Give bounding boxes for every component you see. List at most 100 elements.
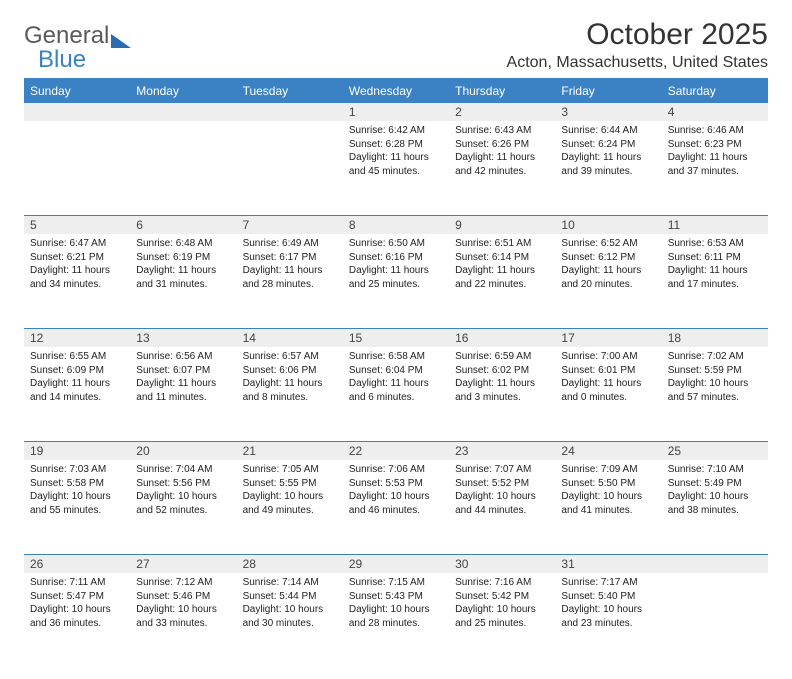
day-details: Sunrise: 6:58 AMSunset: 6:04 PMDaylight:…: [343, 347, 449, 408]
day-cell: Sunrise: 6:47 AMSunset: 6:21 PMDaylight:…: [24, 234, 130, 322]
day-cell: Sunrise: 7:16 AMSunset: 5:42 PMDaylight:…: [449, 573, 555, 661]
day-details: Sunrise: 7:06 AMSunset: 5:53 PMDaylight:…: [343, 460, 449, 521]
day-cell: Sunrise: 7:09 AMSunset: 5:50 PMDaylight:…: [555, 460, 661, 548]
brand-logo: General Blue: [24, 24, 131, 72]
title-block: October 2025 Acton, Massachusetts, Unite…: [507, 18, 768, 72]
day-cell: Sunrise: 7:03 AMSunset: 5:58 PMDaylight:…: [24, 460, 130, 548]
day-cell: Sunrise: 7:11 AMSunset: 5:47 PMDaylight:…: [24, 573, 130, 661]
day-number: [237, 102, 343, 121]
week-row: Sunrise: 6:55 AMSunset: 6:09 PMDaylight:…: [24, 347, 768, 435]
day-number: 20: [130, 441, 236, 460]
col-saturday: Saturday: [662, 79, 768, 102]
day-number: 1: [343, 102, 449, 121]
day-cell: Sunrise: 6:57 AMSunset: 6:06 PMDaylight:…: [237, 347, 343, 435]
day-details: Sunrise: 7:02 AMSunset: 5:59 PMDaylight:…: [662, 347, 768, 408]
day-number: 4: [662, 102, 768, 121]
weekday-header-row: Sunday Monday Tuesday Wednesday Thursday…: [24, 79, 768, 102]
day-number: 3: [555, 102, 661, 121]
calendar-body: 1234Sunrise: 6:42 AMSunset: 6:28 PMDayli…: [24, 102, 768, 667]
day-details: Sunrise: 6:49 AMSunset: 6:17 PMDaylight:…: [237, 234, 343, 295]
day-number: 17: [555, 328, 661, 347]
day-details: Sunrise: 7:00 AMSunset: 6:01 PMDaylight:…: [555, 347, 661, 408]
day-cell: Sunrise: 7:12 AMSunset: 5:46 PMDaylight:…: [130, 573, 236, 661]
day-number: 23: [449, 441, 555, 460]
week-row: Sunrise: 6:47 AMSunset: 6:21 PMDaylight:…: [24, 234, 768, 322]
day-number: 29: [343, 554, 449, 573]
month-title: October 2025: [507, 18, 768, 52]
day-number: 12: [24, 328, 130, 347]
day-number: 16: [449, 328, 555, 347]
day-details: Sunrise: 6:50 AMSunset: 6:16 PMDaylight:…: [343, 234, 449, 295]
day-details: Sunrise: 6:52 AMSunset: 6:12 PMDaylight:…: [555, 234, 661, 295]
col-friday: Friday: [555, 79, 661, 102]
day-cell: Sunrise: 6:42 AMSunset: 6:28 PMDaylight:…: [343, 121, 449, 209]
day-number: 31: [555, 554, 661, 573]
day-cell: Sunrise: 6:44 AMSunset: 6:24 PMDaylight:…: [555, 121, 661, 209]
location-text: Acton, Massachusetts, United States: [507, 54, 768, 72]
brand-triangle-icon: [111, 34, 131, 48]
day-details: Sunrise: 7:11 AMSunset: 5:47 PMDaylight:…: [24, 573, 130, 634]
day-number: 18: [662, 328, 768, 347]
calendar-page: General Blue October 2025 Acton, Massach…: [0, 0, 792, 679]
header: General Blue October 2025 Acton, Massach…: [24, 18, 768, 72]
day-cell: Sunrise: 6:58 AMSunset: 6:04 PMDaylight:…: [343, 347, 449, 435]
day-details: Sunrise: 6:53 AMSunset: 6:11 PMDaylight:…: [662, 234, 768, 295]
col-thursday: Thursday: [449, 79, 555, 102]
day-details: Sunrise: 6:46 AMSunset: 6:23 PMDaylight:…: [662, 121, 768, 182]
day-number: 24: [555, 441, 661, 460]
col-monday: Monday: [130, 79, 236, 102]
day-number-row: 19202122232425: [24, 441, 768, 460]
day-number: 30: [449, 554, 555, 573]
day-cell: Sunrise: 7:02 AMSunset: 5:59 PMDaylight:…: [662, 347, 768, 435]
day-cell: Sunrise: 7:14 AMSunset: 5:44 PMDaylight:…: [237, 573, 343, 661]
day-details: Sunrise: 7:15 AMSunset: 5:43 PMDaylight:…: [343, 573, 449, 634]
day-cell: [130, 121, 236, 209]
day-cell: Sunrise: 7:15 AMSunset: 5:43 PMDaylight:…: [343, 573, 449, 661]
brand-word-2: Blue: [38, 48, 131, 72]
day-number-row: 1234: [24, 102, 768, 121]
col-wednesday: Wednesday: [343, 79, 449, 102]
day-details: Sunrise: 7:09 AMSunset: 5:50 PMDaylight:…: [555, 460, 661, 521]
day-cell: Sunrise: 7:10 AMSunset: 5:49 PMDaylight:…: [662, 460, 768, 548]
week-row: Sunrise: 7:11 AMSunset: 5:47 PMDaylight:…: [24, 573, 768, 661]
day-number: 8: [343, 215, 449, 234]
day-cell: Sunrise: 7:07 AMSunset: 5:52 PMDaylight:…: [449, 460, 555, 548]
day-details: Sunrise: 7:17 AMSunset: 5:40 PMDaylight:…: [555, 573, 661, 634]
day-cell: Sunrise: 7:17 AMSunset: 5:40 PMDaylight:…: [555, 573, 661, 661]
day-number: 11: [662, 215, 768, 234]
day-details: Sunrise: 6:57 AMSunset: 6:06 PMDaylight:…: [237, 347, 343, 408]
col-tuesday: Tuesday: [237, 79, 343, 102]
day-cell: [237, 121, 343, 209]
day-details: Sunrise: 7:12 AMSunset: 5:46 PMDaylight:…: [130, 573, 236, 634]
day-details: Sunrise: 6:56 AMSunset: 6:07 PMDaylight:…: [130, 347, 236, 408]
day-details: Sunrise: 7:03 AMSunset: 5:58 PMDaylight:…: [24, 460, 130, 521]
day-cell: Sunrise: 6:49 AMSunset: 6:17 PMDaylight:…: [237, 234, 343, 322]
day-cell: [24, 121, 130, 209]
day-number: 22: [343, 441, 449, 460]
day-number: 7: [237, 215, 343, 234]
day-number-row: 12131415161718: [24, 328, 768, 347]
day-cell: Sunrise: 6:53 AMSunset: 6:11 PMDaylight:…: [662, 234, 768, 322]
day-number: 5: [24, 215, 130, 234]
day-details: Sunrise: 7:05 AMSunset: 5:55 PMDaylight:…: [237, 460, 343, 521]
day-number: 6: [130, 215, 236, 234]
day-cell: Sunrise: 6:52 AMSunset: 6:12 PMDaylight:…: [555, 234, 661, 322]
day-number: 26: [24, 554, 130, 573]
day-number: 21: [237, 441, 343, 460]
day-cell: Sunrise: 6:59 AMSunset: 6:02 PMDaylight:…: [449, 347, 555, 435]
day-cell: Sunrise: 6:43 AMSunset: 6:26 PMDaylight:…: [449, 121, 555, 209]
day-number-row: 262728293031: [24, 554, 768, 573]
col-sunday: Sunday: [24, 79, 130, 102]
day-details: Sunrise: 6:42 AMSunset: 6:28 PMDaylight:…: [343, 121, 449, 182]
day-details: Sunrise: 6:51 AMSunset: 6:14 PMDaylight:…: [449, 234, 555, 295]
day-number: 9: [449, 215, 555, 234]
day-number: 28: [237, 554, 343, 573]
day-cell: Sunrise: 6:48 AMSunset: 6:19 PMDaylight:…: [130, 234, 236, 322]
week-row: Sunrise: 6:42 AMSunset: 6:28 PMDaylight:…: [24, 121, 768, 209]
day-cell: Sunrise: 7:00 AMSunset: 6:01 PMDaylight:…: [555, 347, 661, 435]
week-row: Sunrise: 7:03 AMSunset: 5:58 PMDaylight:…: [24, 460, 768, 548]
day-cell: Sunrise: 7:06 AMSunset: 5:53 PMDaylight:…: [343, 460, 449, 548]
day-number: [662, 554, 768, 573]
day-cell: Sunrise: 6:50 AMSunset: 6:16 PMDaylight:…: [343, 234, 449, 322]
day-number: 19: [24, 441, 130, 460]
